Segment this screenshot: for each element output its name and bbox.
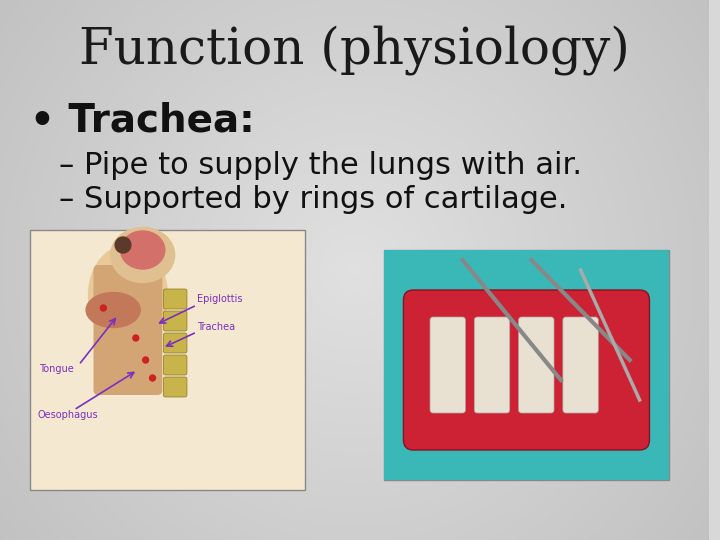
Text: Epiglottis: Epiglottis [197,294,243,304]
Circle shape [100,305,107,311]
Text: – Supported by rings of cartilage.: – Supported by rings of cartilage. [59,186,567,214]
Circle shape [143,357,148,363]
Ellipse shape [111,227,175,282]
Ellipse shape [120,231,165,269]
FancyBboxPatch shape [94,265,163,395]
FancyBboxPatch shape [163,289,187,309]
Circle shape [115,237,131,253]
FancyBboxPatch shape [430,317,465,413]
Text: – Pipe to supply the lungs with air.: – Pipe to supply the lungs with air. [59,151,582,179]
FancyBboxPatch shape [403,290,649,450]
FancyBboxPatch shape [563,317,598,413]
FancyBboxPatch shape [474,317,510,413]
Text: Oesophagus: Oesophagus [37,410,98,420]
Text: Trachea: Trachea [197,322,235,332]
FancyBboxPatch shape [384,250,669,480]
FancyBboxPatch shape [384,250,669,480]
FancyBboxPatch shape [518,317,554,413]
FancyBboxPatch shape [163,355,187,375]
FancyBboxPatch shape [163,377,187,397]
Ellipse shape [89,245,167,345]
Ellipse shape [86,293,140,327]
Circle shape [150,375,156,381]
FancyBboxPatch shape [163,311,187,331]
Text: Function (physiology): Function (physiology) [78,25,630,75]
FancyBboxPatch shape [163,333,187,353]
Text: Tongue: Tongue [40,364,74,374]
Text: • Trachea:: • Trachea: [30,101,254,139]
FancyBboxPatch shape [30,230,305,490]
Circle shape [133,335,139,341]
